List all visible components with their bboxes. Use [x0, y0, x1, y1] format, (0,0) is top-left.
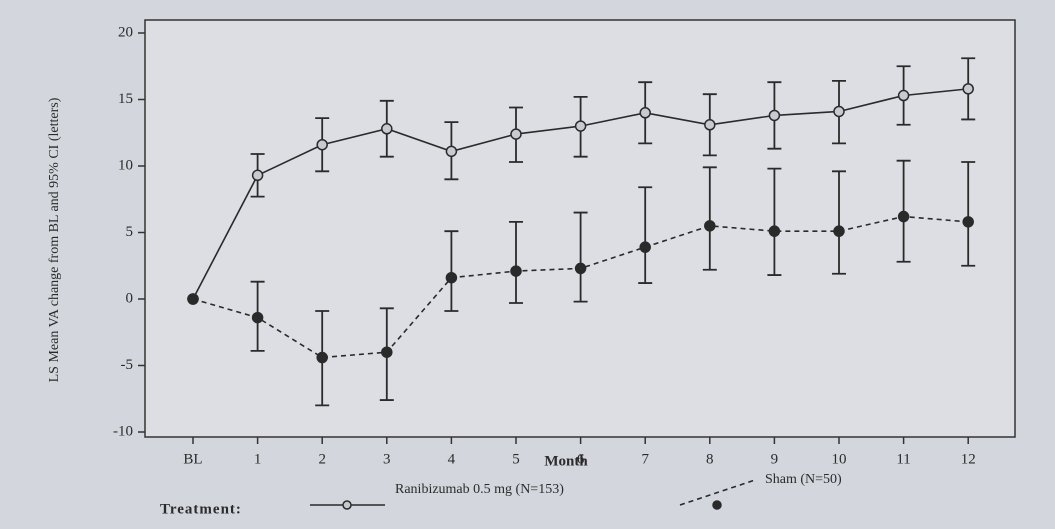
marker — [510, 265, 522, 277]
error-bar — [832, 170, 846, 275]
x-tick-label: 9 — [771, 451, 779, 467]
y-tick-label: -10 — [113, 423, 133, 439]
x-tick-label: 2 — [318, 451, 326, 467]
x-tick-label: 6 — [577, 451, 585, 467]
error-bar — [573, 211, 588, 303]
marker — [381, 123, 393, 135]
marker — [251, 311, 264, 324]
marker — [833, 225, 845, 237]
marker — [704, 119, 716, 131]
marker — [897, 89, 910, 102]
marker — [445, 145, 458, 158]
y-tick-label: 20 — [118, 24, 133, 40]
marker — [768, 109, 781, 122]
marker — [962, 216, 974, 228]
error-bar — [638, 186, 653, 284]
x-tick-label: 12 — [961, 451, 976, 467]
x-tick-label: 10 — [832, 451, 847, 467]
legend-marker — [342, 500, 352, 510]
x-tick-label: 4 — [448, 451, 456, 467]
y-tick-label: 10 — [118, 157, 133, 173]
marker — [639, 107, 651, 119]
y-tick-label: 15 — [118, 91, 133, 107]
error-bar — [961, 161, 976, 267]
marker — [187, 293, 199, 305]
marker — [251, 169, 264, 182]
marker — [962, 83, 974, 95]
y-tick-label: -5 — [121, 357, 134, 373]
marker — [316, 351, 328, 364]
x-tick-label: BL — [183, 451, 202, 467]
legend-label: Ranibizumab 0.5 mg (N=153) — [395, 482, 564, 497]
x-tick-label: 1 — [254, 451, 262, 467]
marker — [445, 271, 458, 284]
legend-marker — [712, 500, 722, 510]
marker — [768, 225, 781, 237]
marker — [897, 210, 910, 223]
x-tick-label: 5 — [512, 451, 520, 467]
legend-line — [679, 479, 756, 506]
x-tick-label: 3 — [383, 451, 391, 467]
y-tick-label: 5 — [126, 224, 134, 240]
marker — [574, 262, 587, 275]
marker — [381, 346, 393, 358]
marker — [833, 105, 845, 118]
error-bar — [767, 167, 782, 276]
marker — [574, 120, 587, 132]
x-axis-title: Month — [544, 453, 588, 469]
y-tick-label: 0 — [126, 290, 134, 306]
error-bar — [509, 220, 523, 304]
y-axis-title: LS Mean VA change from BL and 95% CI (le… — [47, 97, 62, 382]
marker — [510, 128, 522, 140]
x-tick-label: 11 — [896, 451, 910, 467]
marker — [639, 241, 651, 253]
legend-label: Sham (N=50) — [765, 472, 842, 487]
x-tick-label: 8 — [706, 451, 714, 467]
marker — [704, 220, 716, 232]
error-bar — [444, 230, 459, 312]
x-tick-label: 7 — [641, 451, 649, 467]
legend-title: Treatment: — [160, 501, 242, 517]
marker — [316, 138, 328, 151]
error-bar — [702, 166, 717, 271]
